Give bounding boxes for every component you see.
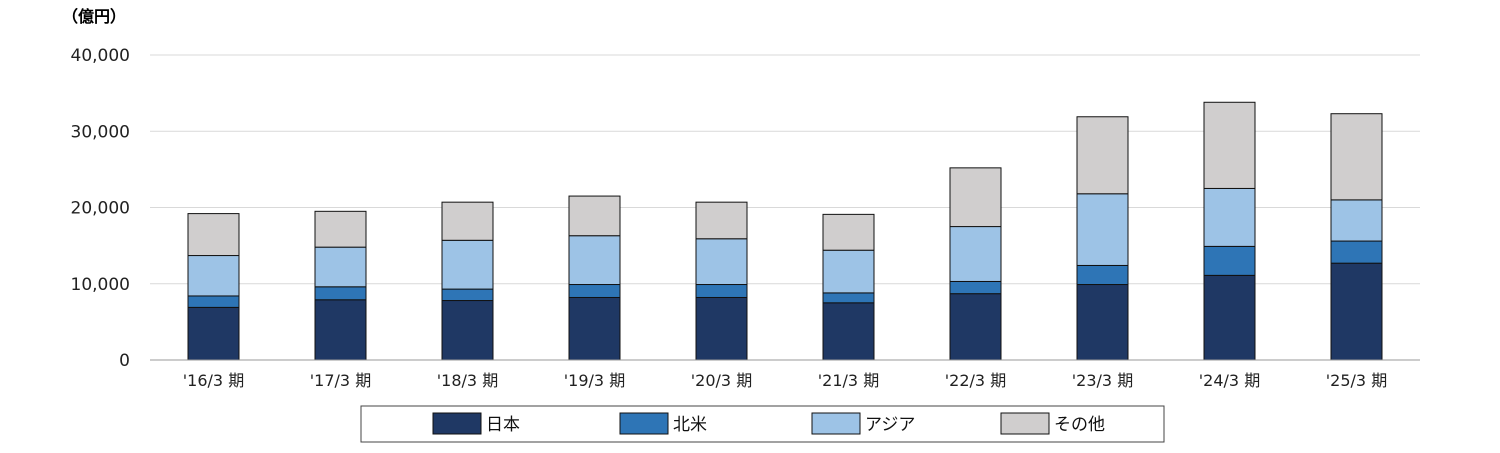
- bar-segment: [1203, 245, 1256, 276]
- legend-label: 北米: [673, 415, 707, 435]
- bar-segment: [1076, 116, 1129, 195]
- bar-segment: [441, 288, 494, 302]
- x-tick-label: '20/3 期: [691, 371, 752, 390]
- bar-segment: [1203, 101, 1256, 189]
- bar-segment: [695, 284, 748, 298]
- legend-label: アジア: [865, 415, 915, 435]
- bar-segment: [568, 235, 621, 286]
- bar-segment: [314, 286, 367, 301]
- bar-segment: [314, 299, 367, 361]
- y-tick-label: 20,000: [71, 199, 130, 219]
- x-axis-labels: '16/3 期 '17/3 期 '18/3 期 '19/3 期 '20/3 期 '21/3…: [183, 371, 1387, 390]
- bar-segment: [822, 249, 875, 294]
- legend-label: 日本: [486, 415, 520, 435]
- bar-segment: [1076, 193, 1129, 266]
- bar-segment: [949, 293, 1002, 361]
- bar-segment: [187, 295, 240, 308]
- bar-segment: [1076, 284, 1129, 361]
- bar-segment: [187, 306, 240, 361]
- bar-segment: [695, 238, 748, 286]
- legend-swatch: [432, 412, 482, 435]
- x-tick-label: '24/3 期: [1199, 371, 1260, 390]
- legend-swatch: [619, 412, 669, 435]
- legend-swatch: [811, 412, 861, 435]
- y-tick-label: 0: [119, 351, 130, 371]
- legend: 日本 北米 アジア その他: [360, 405, 1165, 443]
- bar-segment: [568, 195, 621, 237]
- bar-segment: [1203, 274, 1256, 361]
- bar-segment: [822, 292, 875, 304]
- bar-segment: [1330, 262, 1383, 361]
- bar-segment: [568, 296, 621, 361]
- x-tick-label: '22/3 期: [945, 371, 1006, 390]
- x-tick-label: '23/3 期: [1072, 371, 1133, 390]
- bar-segment: [314, 246, 367, 288]
- bar-segment: [187, 213, 240, 257]
- bar-segment: [822, 213, 875, 251]
- bar-segment: [441, 239, 494, 290]
- x-tick-label: '18/3 期: [437, 371, 498, 390]
- bars: [187, 101, 1383, 361]
- bar-segment: [1076, 264, 1129, 286]
- bar-segment: [187, 255, 240, 297]
- bar-segment: [695, 201, 748, 240]
- bar-segment: [1203, 187, 1256, 247]
- bar-segment: [949, 280, 1002, 295]
- y-tick-label: 40,000: [71, 46, 130, 66]
- bar-segment: [695, 296, 748, 361]
- x-tick-label: '21/3 期: [818, 371, 879, 390]
- bar-segment: [441, 300, 494, 361]
- y-unit-label: （億円）: [62, 7, 126, 26]
- y-tick-label: 10,000: [71, 275, 130, 295]
- y-axis-ticks: 0 10,000 20,000 30,000 40,000: [71, 46, 130, 371]
- bar-segment: [314, 210, 367, 248]
- x-tick-label: '25/3 期: [1326, 371, 1387, 390]
- bar-segment: [1330, 240, 1383, 264]
- bar-segment: [822, 302, 875, 361]
- bar-segment: [568, 284, 621, 298]
- bar-segment: [1330, 199, 1383, 242]
- bar-segment: [1330, 113, 1383, 201]
- y-tick-label: 30,000: [71, 122, 130, 142]
- x-tick-label: '19/3 期: [564, 371, 625, 390]
- legend-label: その他: [1054, 415, 1105, 435]
- legend-swatch: [1000, 412, 1050, 435]
- bar-segment: [441, 201, 494, 241]
- x-tick-label: '16/3 期: [183, 371, 244, 390]
- bar-segment: [949, 226, 1002, 282]
- x-tick-label: '17/3 期: [310, 371, 371, 390]
- bar-segment: [949, 167, 1002, 228]
